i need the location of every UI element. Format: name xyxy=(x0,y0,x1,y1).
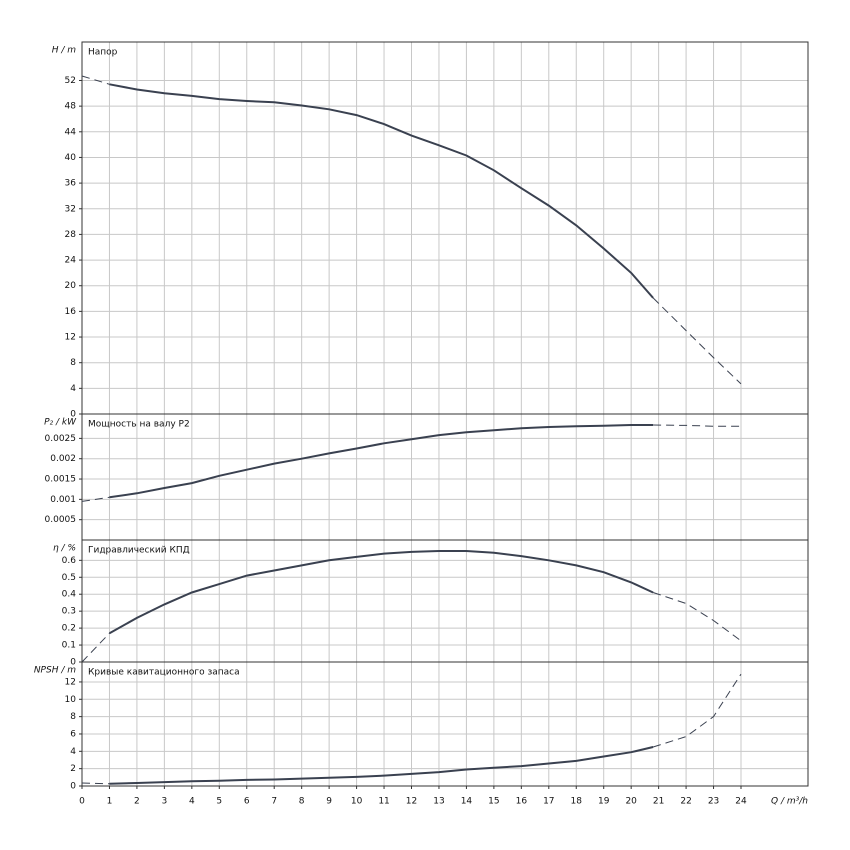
y-tick-label: 48 xyxy=(65,102,77,112)
x-tick-label: 13 xyxy=(433,797,444,807)
y-tick-label: 0.1 xyxy=(62,641,76,651)
y-tick-label: 0.001 xyxy=(50,495,76,505)
x-tick-label: 14 xyxy=(461,797,473,807)
y-tick-label: 0.002 xyxy=(50,454,76,464)
y-tick-label: 4 xyxy=(70,384,76,394)
y-tick-label: 32 xyxy=(65,204,76,214)
panel-frame xyxy=(81,661,809,787)
y-tick-label: 0 xyxy=(70,658,76,668)
curve xyxy=(109,424,654,499)
y-tick-label: 40 xyxy=(65,153,77,163)
x-tick-label: 8 xyxy=(299,797,305,807)
y-tick-label: 0.3 xyxy=(62,607,76,617)
curve xyxy=(109,746,654,785)
y-tick-label: 0.0015 xyxy=(45,475,77,485)
x-tick-label: 3 xyxy=(162,797,168,807)
curve-extrapolated xyxy=(652,592,742,642)
y-tick-label: 0.0025 xyxy=(45,434,77,444)
axis-label: P₂ / kW xyxy=(44,418,77,428)
x-tick-label: 15 xyxy=(488,797,499,807)
x-tick-label: 17 xyxy=(543,797,554,807)
x-tick-label: 6 xyxy=(244,797,250,807)
panel-title: Гидравлический КПД xyxy=(88,546,190,556)
curve-extrapolated xyxy=(81,632,110,663)
curve xyxy=(109,550,654,635)
x-tick-label: 11 xyxy=(378,797,389,807)
y-tick-label: 0.2 xyxy=(62,624,76,634)
y-tick-label: 24 xyxy=(65,256,77,266)
x-tick-label: 22 xyxy=(680,797,691,807)
y-tick-label: 10 xyxy=(65,695,77,705)
y-tick-label: 6 xyxy=(70,729,76,739)
x-tick-label: 23 xyxy=(708,797,719,807)
curve-extrapolated xyxy=(652,673,742,748)
x-axis-label: Q / m³/h xyxy=(771,797,808,807)
curve xyxy=(109,83,654,299)
y-tick-label: 28 xyxy=(65,230,77,240)
y-tick-label: 12 xyxy=(65,677,76,687)
y-tick-label: 0.4 xyxy=(62,590,77,600)
x-tick-label: 20 xyxy=(625,797,637,807)
y-tick-label: 16 xyxy=(65,307,77,317)
y-tick-label: 2 xyxy=(70,764,76,774)
panel-frame xyxy=(81,41,809,415)
x-tick-label: 16 xyxy=(516,797,528,807)
axis-label: H / m xyxy=(52,46,77,56)
curve-extrapolated xyxy=(81,782,110,785)
axis-label: NPSH / m xyxy=(34,666,76,676)
y-tick-label: 44 xyxy=(65,127,77,137)
axis-label: η / % xyxy=(53,544,76,554)
panel-title: Напор xyxy=(88,48,118,58)
x-tick-label: 5 xyxy=(216,797,222,807)
panel-title: Кривые кавитационного запаса xyxy=(88,668,240,678)
x-tick-label: 4 xyxy=(189,797,195,807)
y-tick-label: 0 xyxy=(70,410,76,420)
y-tick-label: 20 xyxy=(65,281,77,291)
y-tick-label: 8 xyxy=(70,712,76,722)
panel-title: Мощность на валу P2 xyxy=(88,420,190,430)
x-tick-label: 2 xyxy=(134,797,140,807)
y-tick-label: 4 xyxy=(70,747,76,757)
y-tick-label: 8 xyxy=(70,358,76,368)
x-tick-label: 18 xyxy=(571,797,583,807)
x-tick-label: 9 xyxy=(326,797,332,807)
panel-frame xyxy=(81,413,809,541)
curve-extrapolated xyxy=(81,496,110,502)
x-tick-label: 10 xyxy=(351,797,363,807)
curve-extrapolated xyxy=(81,75,110,85)
y-tick-label: 12 xyxy=(65,333,76,343)
x-tick-label: 24 xyxy=(735,797,747,807)
y-tick-label: 36 xyxy=(65,179,77,189)
y-tick-label: 52 xyxy=(65,76,76,86)
y-tick-label: 0.6 xyxy=(62,556,77,566)
curve-extrapolated xyxy=(652,297,742,385)
y-tick-label: 0.0005 xyxy=(45,515,77,525)
x-tick-label: 12 xyxy=(406,797,417,807)
x-tick-label: 1 xyxy=(107,797,113,807)
y-tick-label: 0.5 xyxy=(62,573,76,583)
y-tick-label: 0 xyxy=(70,782,76,792)
curve-extrapolated xyxy=(653,424,741,427)
x-tick-label: 7 xyxy=(271,797,277,807)
panel-frame xyxy=(81,539,809,663)
x-tick-label: 21 xyxy=(653,797,664,807)
x-tick-label: 0 xyxy=(79,797,85,807)
x-tick-label: 19 xyxy=(598,797,610,807)
